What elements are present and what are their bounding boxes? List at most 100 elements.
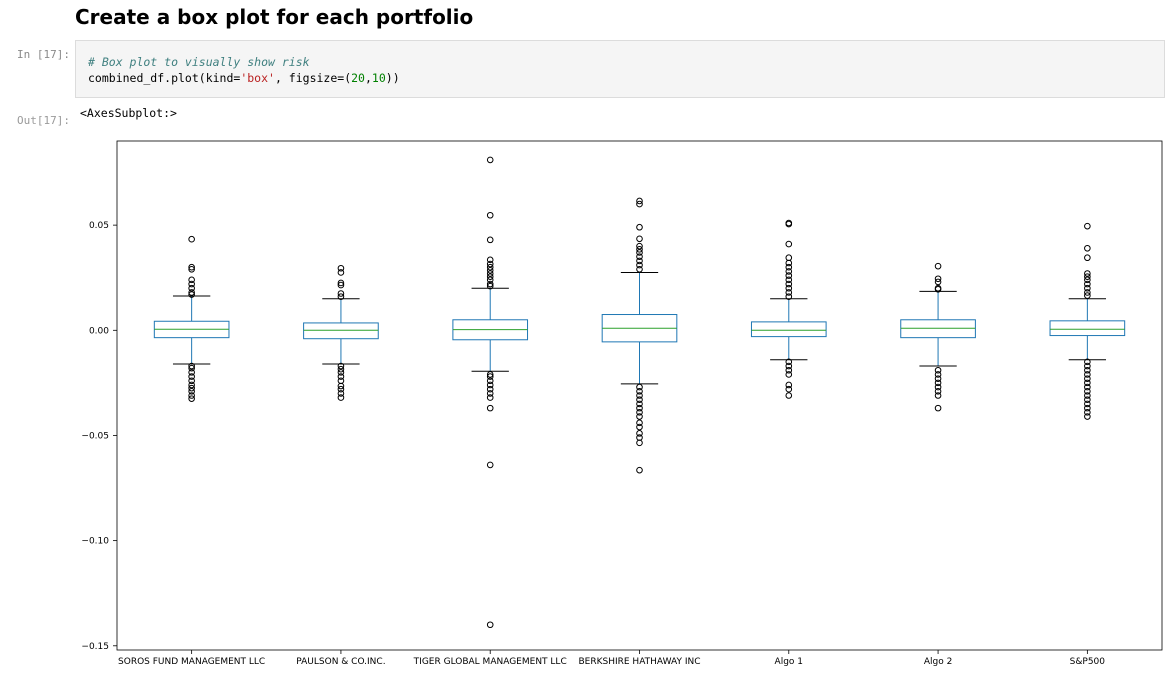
code-string: 'box'	[240, 71, 275, 85]
code-cell[interactable]: # Box plot to visually show risk combine…	[75, 40, 1165, 98]
box-group	[452, 156, 529, 629]
x-tick-label: PAULSON & CO.INC.	[296, 657, 385, 667]
outlier-point	[188, 392, 195, 399]
outlier-point	[337, 369, 345, 376]
outlier-point	[486, 377, 494, 385]
outlier-point	[1084, 273, 1091, 280]
input-prompt: In [17]:	[17, 48, 70, 61]
outlier-point	[636, 266, 643, 273]
code-comma: ,	[364, 71, 372, 85]
outlier-point	[785, 381, 793, 389]
code-number-width: 20	[351, 71, 365, 85]
outlier-point	[636, 257, 643, 265]
outlier-point	[785, 293, 793, 300]
outlier-point	[1084, 409, 1091, 416]
outlier-point	[1084, 270, 1091, 277]
outlier-point	[785, 284, 793, 292]
outlier-point	[636, 261, 643, 269]
outlier-point	[1084, 358, 1091, 366]
outlier-point	[486, 236, 494, 244]
outlier-point	[636, 249, 643, 256]
outlier-point	[636, 430, 643, 437]
outlier-point	[636, 235, 643, 243]
outlier-point	[934, 285, 942, 293]
outlier-point	[1084, 292, 1091, 299]
outlier-point	[188, 377, 195, 385]
outlier-point	[337, 385, 345, 393]
outlier-point	[1084, 362, 1091, 370]
outlier-point	[636, 404, 643, 412]
outlier-point	[785, 272, 793, 279]
outlier-point	[1084, 222, 1091, 230]
outlier-point	[785, 392, 793, 399]
outlier-point	[934, 379, 942, 387]
outlier-point	[337, 269, 345, 276]
outlier-point	[486, 273, 494, 280]
outlier-point	[636, 223, 643, 231]
outlier-point	[337, 281, 345, 289]
outlier-point	[785, 289, 793, 296]
outlier-point	[636, 466, 643, 474]
outlier-point	[785, 268, 793, 275]
outlier-point	[934, 387, 942, 395]
outlier-point	[486, 260, 494, 268]
outlier-point	[486, 280, 494, 288]
outlier-point	[1084, 392, 1091, 399]
outlier-point	[337, 290, 345, 297]
outlier-point	[1084, 413, 1091, 420]
outlier-point	[636, 392, 643, 399]
outlier-point	[785, 366, 793, 374]
outlier-point	[188, 289, 195, 296]
box-group	[303, 264, 379, 401]
x-tick-label: BERKSHIRE HATHAWAY INC	[578, 657, 700, 667]
outlier-point	[785, 362, 793, 370]
y-tick-label: −0.10	[81, 537, 109, 547]
outlier-point	[486, 270, 494, 277]
code-number-height: 10	[371, 71, 386, 85]
outlier-point	[934, 392, 942, 399]
outlier-point	[188, 384, 195, 392]
outlier-point	[486, 211, 494, 219]
outlier-point	[1084, 400, 1091, 408]
outlier-point	[636, 419, 643, 427]
outlier-point	[1084, 383, 1091, 391]
outlier-point	[636, 197, 643, 205]
outlier-point	[785, 240, 793, 248]
outlier-point	[1084, 284, 1091, 292]
iqr-box	[900, 319, 976, 339]
cell-heading: Create a box plot for each portfolio	[75, 5, 474, 29]
outlier-point	[785, 280, 793, 288]
outlier-point	[636, 396, 643, 404]
x-tick-label: SOROS FUND MANAGEMENT LLC	[118, 657, 265, 667]
outlier-point	[785, 263, 793, 271]
y-tick-label: 0.05	[89, 221, 109, 231]
outlier-point	[486, 156, 494, 164]
outlier-point	[1084, 375, 1091, 382]
outlier-point	[934, 383, 942, 391]
outlier-point	[1084, 280, 1091, 288]
outlier-point	[337, 293, 345, 300]
box-group	[601, 197, 678, 474]
outlier-point	[636, 242, 643, 250]
outlier-point	[636, 200, 643, 208]
outlier-point	[934, 366, 942, 374]
iqr-box	[750, 321, 827, 338]
outlier-point	[486, 276, 494, 284]
outlier-point	[188, 291, 195, 298]
outlier-point	[934, 278, 942, 286]
outlier-point	[486, 267, 494, 274]
outlier-point	[486, 282, 494, 290]
outlier-point	[785, 259, 793, 267]
outlier-point	[188, 263, 195, 271]
outlier-point	[636, 246, 643, 253]
outlier-point	[337, 362, 345, 370]
outlier-point	[188, 362, 195, 370]
plot-frame	[116, 140, 1163, 651]
iqr-box	[1049, 320, 1126, 337]
outlier-point	[1084, 254, 1091, 262]
outlier-point	[188, 369, 195, 376]
outlier-point	[188, 395, 195, 402]
outlier-point	[1084, 276, 1091, 284]
output-prompt: Out[17]:	[17, 114, 70, 127]
